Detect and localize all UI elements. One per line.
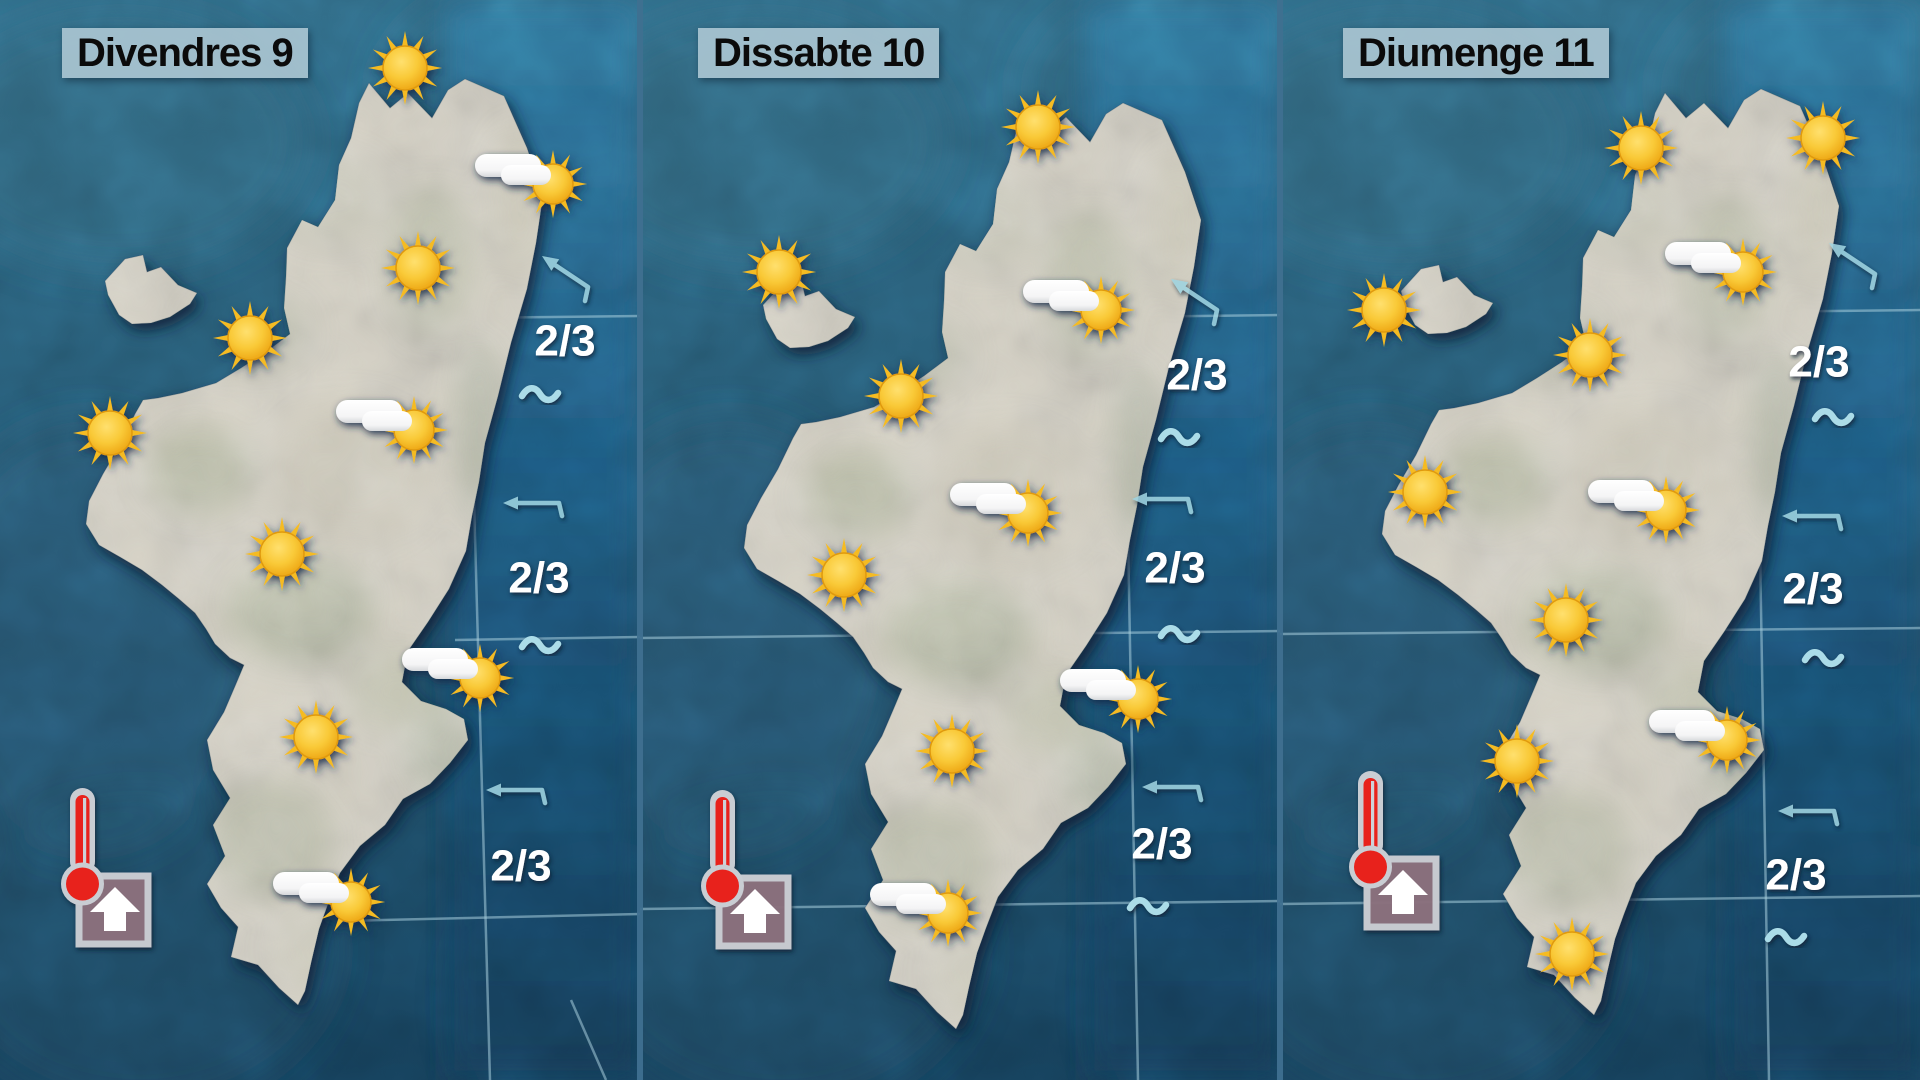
map-scene-dissabte: 2/3 2/3 2/3	[640, 0, 1280, 1080]
weather-icon-layer: 2/3 2/3 2/3	[1347, 101, 1875, 991]
wind-strength-label: 2/3	[534, 317, 595, 366]
map-scene-divendres: 2/3 2/3 2/3	[0, 0, 640, 1080]
wind-strength-label: 2/3	[1782, 565, 1843, 614]
wind-strength-label: 2/3	[1166, 351, 1227, 400]
wind-strength-label: 2/3	[490, 842, 551, 891]
wind-strength-label: 2/3	[1765, 851, 1826, 900]
panel-diumenge: 2/3 2/3 2/3 Diumenge 11	[1280, 0, 1920, 1080]
wind-strength-label: 2/3	[1144, 544, 1205, 593]
wind-strength-label: 2/3	[508, 554, 569, 603]
wind-strength-label: 2/3	[1131, 820, 1192, 869]
weather-icon-layer: 2/3 2/3 2/3	[701, 90, 1228, 947]
panel-title: Dissabte 10	[698, 28, 940, 78]
map-scene-diumenge: 2/3 2/3 2/3	[1280, 0, 1920, 1080]
weather-icon-layer: 2/3 2/3 2/3	[61, 31, 596, 944]
panel-dissabte: 2/3 2/3 2/3 Dissabte 10	[640, 0, 1280, 1080]
wind-strength-label: 2/3	[1788, 338, 1849, 387]
panel-divider	[1277, 0, 1283, 1080]
panel-divider	[637, 0, 643, 1080]
panel-divendres: 2/3 2/3 2/3 Divendres 9	[0, 0, 640, 1080]
panel-title: Divendres 9	[62, 28, 308, 78]
panel-title: Diumenge 11	[1343, 28, 1609, 78]
